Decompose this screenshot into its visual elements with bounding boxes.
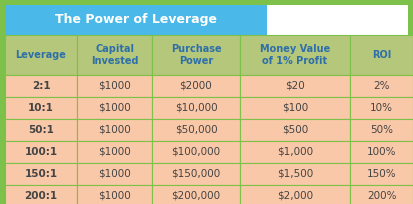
Bar [240, 163, 350, 185]
Text: 50:1: 50:1 [28, 125, 54, 135]
Bar [152, 119, 240, 141]
Text: $10,000: $10,000 [175, 103, 217, 113]
Text: 150:1: 150:1 [24, 169, 57, 179]
Text: 150%: 150% [367, 169, 396, 179]
Bar [350, 35, 413, 75]
Bar [240, 75, 350, 97]
Text: 2%: 2% [373, 81, 390, 91]
Bar [77, 163, 152, 185]
Bar [5, 97, 77, 119]
Text: $1000: $1000 [98, 191, 131, 201]
Text: $1,000: $1,000 [277, 147, 313, 157]
Text: 100:1: 100:1 [24, 147, 57, 157]
Text: $1000: $1000 [98, 147, 131, 157]
Bar [77, 185, 152, 204]
Text: 200%: 200% [367, 191, 396, 201]
Text: $1000: $1000 [98, 81, 131, 91]
Bar [5, 5, 266, 35]
Text: $500: $500 [282, 125, 308, 135]
Bar [350, 97, 413, 119]
Text: $100: $100 [282, 103, 308, 113]
Text: $1,500: $1,500 [277, 169, 313, 179]
Bar [152, 163, 240, 185]
Bar [5, 185, 77, 204]
Text: $20: $20 [285, 81, 305, 91]
Text: $1000: $1000 [98, 169, 131, 179]
Bar [5, 35, 77, 75]
Bar [5, 75, 77, 97]
Text: $2,000: $2,000 [277, 191, 313, 201]
Text: $50,000: $50,000 [175, 125, 217, 135]
Bar [77, 35, 152, 75]
Bar [152, 75, 240, 97]
Bar [350, 75, 413, 97]
Bar [240, 97, 350, 119]
Bar [350, 163, 413, 185]
Bar [77, 75, 152, 97]
Text: 200:1: 200:1 [24, 191, 57, 201]
Text: Capital
Invested: Capital Invested [91, 44, 138, 66]
Text: 100%: 100% [367, 147, 396, 157]
Bar [240, 35, 350, 75]
Text: $2000: $2000 [180, 81, 212, 91]
Bar [77, 119, 152, 141]
Bar [350, 119, 413, 141]
Bar [5, 163, 77, 185]
Bar [152, 97, 240, 119]
Bar [240, 185, 350, 204]
Text: $100,000: $100,000 [171, 147, 221, 157]
Bar [152, 141, 240, 163]
Text: $1000: $1000 [98, 103, 131, 113]
Bar [152, 185, 240, 204]
Text: $200,000: $200,000 [171, 191, 221, 201]
Bar [77, 141, 152, 163]
Text: $150,000: $150,000 [171, 169, 221, 179]
Text: $1000: $1000 [98, 125, 131, 135]
Text: 10:1: 10:1 [28, 103, 54, 113]
Bar [240, 119, 350, 141]
Text: 2:1: 2:1 [32, 81, 50, 91]
Text: 50%: 50% [370, 125, 393, 135]
Text: Purchase
Power: Purchase Power [171, 44, 221, 66]
Bar [5, 119, 77, 141]
Bar [152, 35, 240, 75]
Text: Money Value
of 1% Profit: Money Value of 1% Profit [260, 44, 330, 66]
Text: The Power of Leverage: The Power of Leverage [55, 13, 217, 27]
Bar [350, 141, 413, 163]
Bar [77, 97, 152, 119]
Text: 10%: 10% [370, 103, 393, 113]
Text: Leverage: Leverage [16, 50, 66, 60]
Bar [350, 185, 413, 204]
Text: ROI: ROI [372, 50, 391, 60]
Bar [5, 141, 77, 163]
Bar [240, 141, 350, 163]
